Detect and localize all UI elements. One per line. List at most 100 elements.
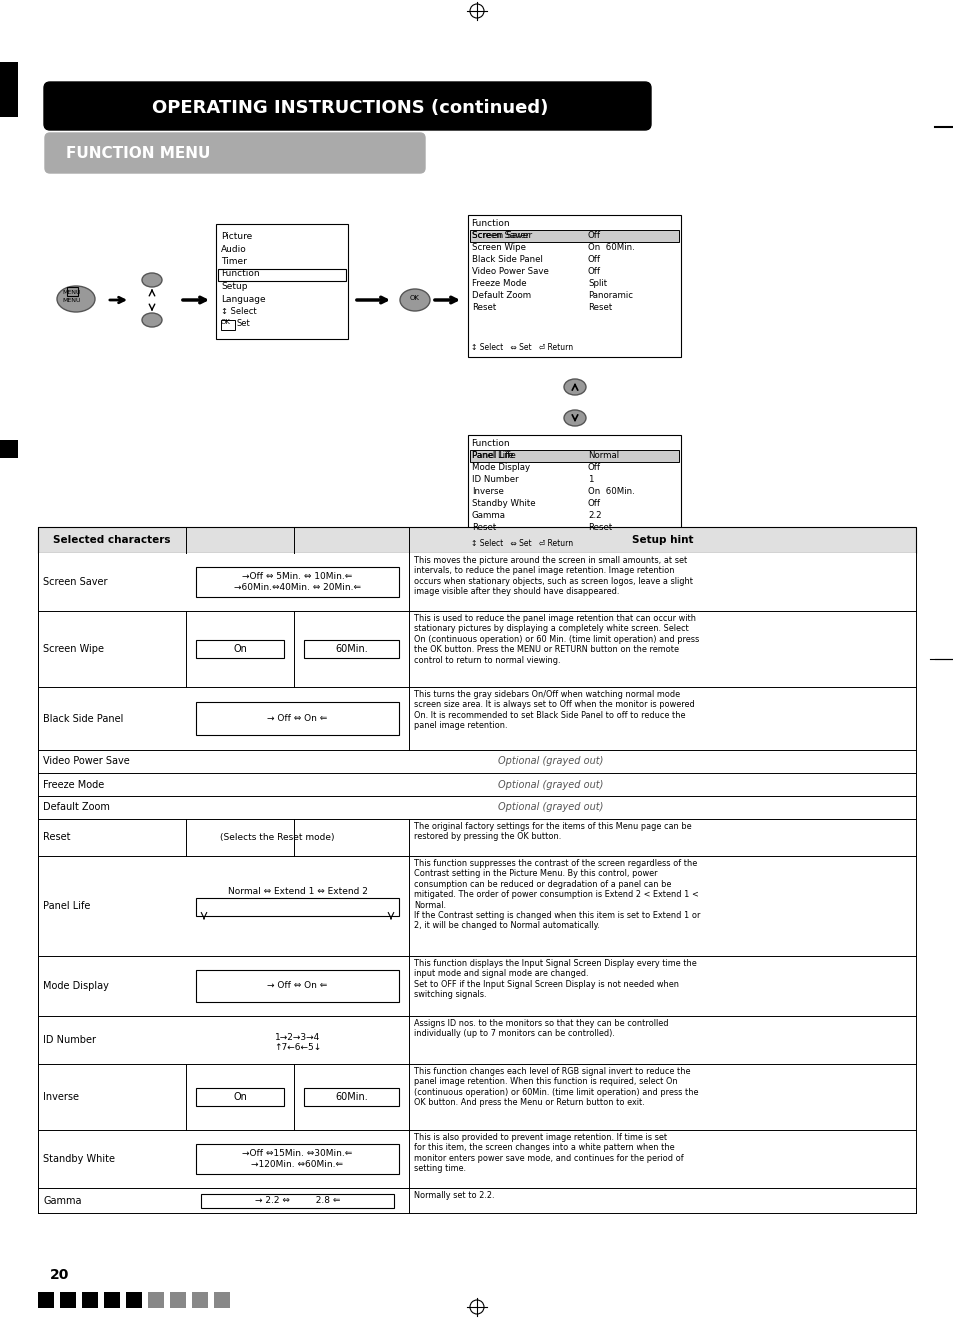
Text: Reset: Reset [587,303,612,312]
Text: Normally set to 2.2.: Normally set to 2.2. [414,1191,494,1199]
Bar [38,687,915,750]
Bar [215,224,348,339]
Text: 20: 20 [50,1268,70,1282]
Text: Picture: Picture [221,232,252,241]
Bar [38,1016,915,1064]
Text: Mode Display: Mode Display [43,981,109,991]
Text: Audio: Audio [221,245,247,253]
Bar [218,269,346,281]
Text: → 2.2 ⇔         2.8 ⇐: → 2.2 ⇔ 2.8 ⇐ [254,1195,340,1205]
Text: Normal ⇔ Extend 1 ⇔ Extend 2: Normal ⇔ Extend 1 ⇔ Extend 2 [228,887,367,896]
Bar [82,1292,98,1307]
Text: Timer: Timer [221,257,247,266]
Text: OPERATING INSTRUCTIONS (continued): OPERATING INSTRUCTIONS (continued) [152,99,548,117]
Text: Inverse: Inverse [472,486,503,496]
Text: On  60Min.: On 60Min. [587,243,634,252]
Ellipse shape [142,312,162,327]
Text: OK: OK [410,295,419,301]
Bar [470,449,679,463]
Bar [38,612,915,687]
Text: On: On [233,1093,247,1102]
Text: This function displays the Input Signal Screen Display every time the
input mode: This function displays the Input Signal … [414,960,696,999]
Bar [38,1188,915,1213]
Text: Panel Life: Panel Life [472,451,516,460]
Text: This function changes each level of RGB signal invert to reduce the
panel image : This function changes each level of RGB … [414,1068,698,1107]
Bar [126,1292,142,1307]
Bar [0,62,18,117]
Text: Function: Function [471,219,509,228]
Text: OK: OK [221,319,231,326]
Bar [201,1194,394,1207]
Bar [468,215,680,357]
Text: Reset: Reset [587,523,612,532]
Bar [38,956,915,1016]
Text: Standby White: Standby White [472,500,535,507]
Bar [468,435,680,554]
Text: Reset: Reset [472,303,496,312]
Bar [38,1130,915,1188]
Bar [0,440,18,457]
Text: Off: Off [587,268,600,275]
Text: ID Number: ID Number [43,1035,96,1045]
Bar [38,750,915,772]
Text: ↕ Select   ⇔ Set   ⏎ Return: ↕ Select ⇔ Set ⏎ Return [471,539,573,548]
Text: Screen Wipe: Screen Wipe [472,243,525,252]
Text: Off: Off [587,254,600,264]
Text: MENU: MENU [63,298,81,303]
Text: Optional (grayed out): Optional (grayed out) [497,803,603,812]
Text: 2.2: 2.2 [587,511,601,521]
Bar [304,641,398,658]
Text: Language: Language [221,294,265,303]
Bar [38,796,915,818]
Text: Off: Off [587,231,600,240]
Bar [221,319,234,330]
Text: 1: 1 [587,474,593,484]
Bar [170,1292,186,1307]
Text: ID Number: ID Number [472,474,518,484]
Text: Screen Saver: Screen Saver [472,231,529,240]
Text: This function suppresses the contrast of the screen regardless of the
Contrast s: This function suppresses the contrast of… [414,859,700,931]
Text: (Selects the Reset mode): (Selects the Reset mode) [220,833,335,842]
Bar [38,818,915,855]
Text: ↑7←6←5↓: ↑7←6←5↓ [274,1044,321,1053]
Text: Panoramic: Panoramic [587,291,633,301]
Text: This is used to reduce the panel image retention that can occur with
stationary : This is used to reduce the panel image r… [414,614,699,664]
Text: Video Power Save: Video Power Save [43,757,130,767]
Text: Selected characters: Selected characters [53,535,171,546]
Bar [470,231,679,243]
Text: Freeze Mode: Freeze Mode [43,779,104,789]
FancyBboxPatch shape [44,82,650,130]
Text: This is also provided to prevent image retention. If time is set
for this item, : This is also provided to prevent image r… [414,1133,683,1173]
Text: On: On [233,645,247,654]
Text: Mode Display: Mode Display [472,463,530,472]
Text: Video Power Save: Video Power Save [472,268,548,275]
Text: Panel Life: Panel Life [472,451,513,460]
Text: 60Min.: 60Min. [335,645,368,654]
Bar [38,527,915,554]
Bar [38,1064,915,1130]
Bar [38,772,915,796]
Text: Inverse: Inverse [43,1093,79,1102]
Text: Black Side Panel: Black Side Panel [43,713,123,724]
Bar [195,898,398,916]
Ellipse shape [399,289,430,311]
Text: Panel Life: Panel Life [43,902,91,911]
Text: Normal: Normal [587,451,618,460]
Text: Screen Saver: Screen Saver [43,577,108,587]
Text: Default Zoom: Default Zoom [472,291,531,301]
Bar [104,1292,120,1307]
Text: Optional (grayed out): Optional (grayed out) [497,757,603,767]
Text: This turns the gray sidebars On/Off when watching normal mode
screen size area. : This turns the gray sidebars On/Off when… [414,691,694,730]
Bar [304,1087,398,1106]
Text: Black Side Panel: Black Side Panel [472,254,542,264]
Bar [195,567,398,597]
Ellipse shape [142,273,162,287]
Bar [195,1144,398,1174]
Text: MENU: MENU [63,290,81,295]
Bar [60,1292,76,1307]
Text: 1→2→3→4: 1→2→3→4 [274,1032,320,1041]
Text: FUNCTION MENU: FUNCTION MENU [66,146,211,162]
Text: 60Min.: 60Min. [335,1093,368,1102]
Text: Function: Function [471,439,509,448]
Text: Setup hint: Setup hint [631,535,693,546]
